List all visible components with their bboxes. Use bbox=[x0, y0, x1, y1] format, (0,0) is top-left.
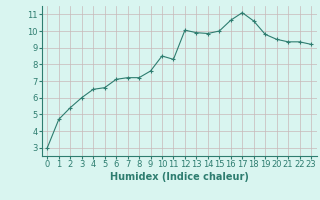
X-axis label: Humidex (Indice chaleur): Humidex (Indice chaleur) bbox=[110, 172, 249, 182]
